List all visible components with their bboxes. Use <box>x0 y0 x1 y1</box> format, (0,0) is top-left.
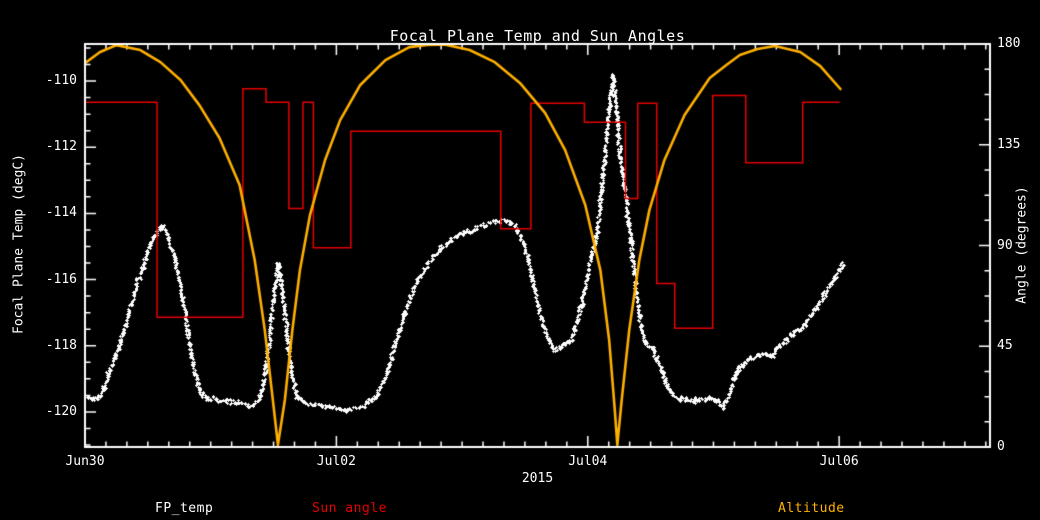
y-left-tick-label: -114 <box>45 205 77 221</box>
y-left-tick-label: -112 <box>45 139 77 155</box>
y-right-tick-label: 45 <box>997 338 1013 354</box>
y-axis-label-left: Focal Plane Temp (degC) <box>11 153 27 335</box>
legend-item-sun-angle: Sun angle <box>312 501 387 516</box>
y-right-tick-label: 90 <box>997 237 1013 253</box>
chart-title: Focal Plane Temp and Sun Angles <box>389 27 686 45</box>
legend-item-altitude: Altitude <box>778 501 845 516</box>
x-tick-label: Jun30 <box>65 454 105 469</box>
legend-item-fp-temp: FP_temp <box>155 501 214 516</box>
x-axis-label: 2015 <box>521 471 554 486</box>
y-left-tick-label: -118 <box>45 337 77 353</box>
x-tick-label: Jul06 <box>819 454 859 469</box>
y-left-tick-label: -116 <box>45 271 77 287</box>
x-tick-label: Jul04 <box>568 454 608 469</box>
y-left-tick-label: -110 <box>45 73 77 89</box>
x-tick-label: Jul02 <box>316 454 356 469</box>
y-right-tick-label: 135 <box>997 136 1021 152</box>
y-right-tick-label: 180 <box>997 36 1021 51</box>
y-left-tick-label: -120 <box>45 403 77 419</box>
y-right-tick-label: 0 <box>997 439 1005 454</box>
